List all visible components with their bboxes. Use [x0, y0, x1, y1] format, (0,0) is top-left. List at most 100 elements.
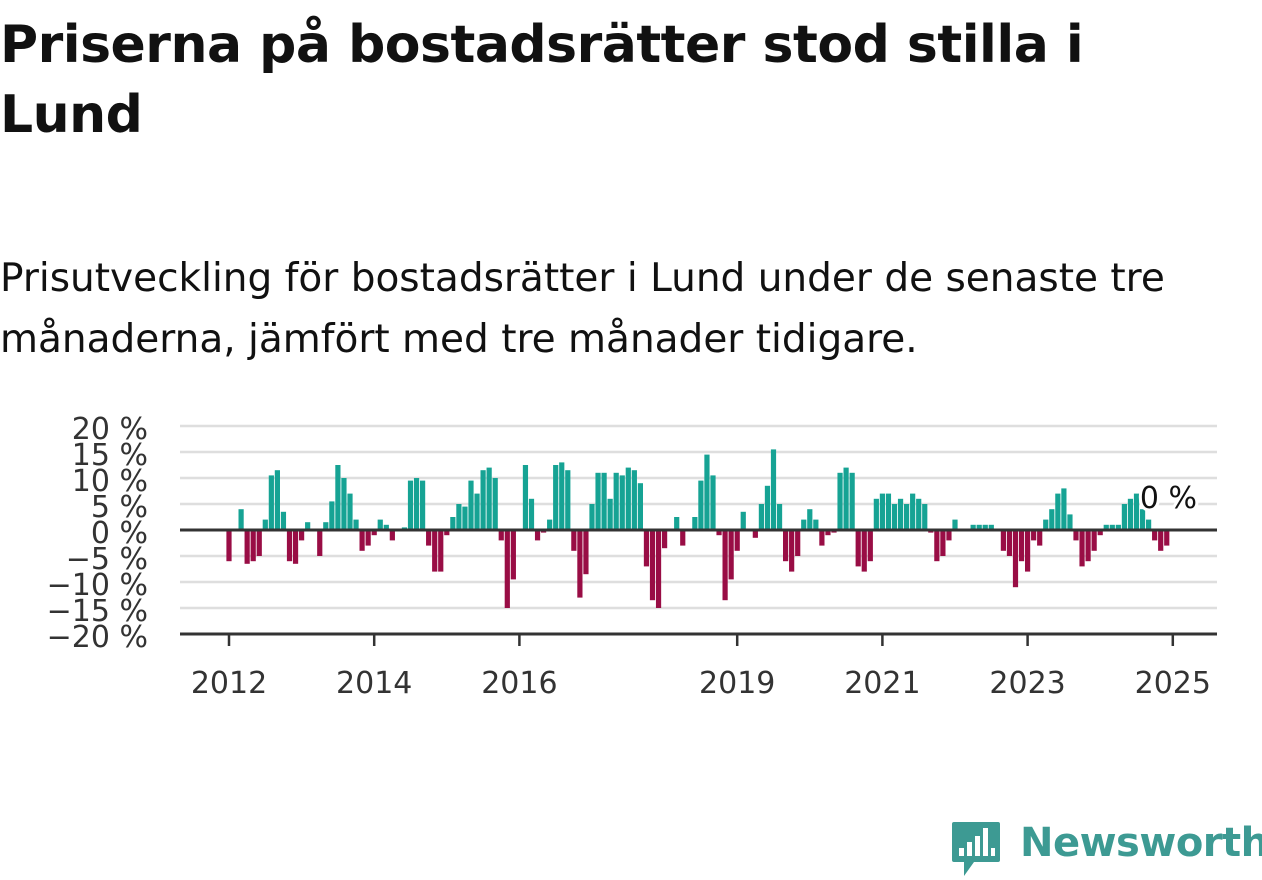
y-tick-label: −5 %	[66, 542, 148, 577]
bar	[728, 530, 734, 580]
bar	[770, 449, 777, 530]
bar	[522, 465, 529, 530]
bar	[577, 530, 583, 598]
bar	[607, 498, 613, 530]
bar	[1037, 530, 1043, 546]
bar	[534, 530, 541, 541]
bar	[819, 530, 825, 546]
bar	[1103, 524, 1109, 530]
bar	[1097, 530, 1103, 536]
bar	[553, 465, 559, 530]
y-axis-ticks: 20 %15 %10 %5 %0 %−5 %−10 %−15 %−20 %	[47, 412, 148, 655]
bar	[528, 498, 535, 530]
bar	[643, 530, 650, 567]
bar	[559, 462, 565, 530]
bar	[383, 524, 389, 530]
bar	[450, 517, 456, 530]
x-tick-label: 2023	[989, 666, 1065, 701]
newsworthy-logo: Newsworthy	[950, 818, 1262, 878]
bar	[1091, 530, 1097, 551]
last-value-label: 0 %	[1140, 481, 1197, 516]
bar	[389, 530, 395, 541]
bar	[1055, 493, 1061, 530]
x-tick-label: 2016	[481, 666, 557, 701]
bar	[716, 530, 722, 536]
bar	[329, 501, 335, 530]
bar	[365, 530, 371, 546]
bar	[867, 530, 873, 562]
bar	[795, 530, 801, 556]
bar	[897, 498, 904, 530]
bar	[776, 504, 783, 530]
bar	[238, 509, 244, 530]
bar	[807, 509, 813, 530]
bar	[1158, 530, 1164, 551]
y-tick-label: 10 %	[72, 464, 148, 499]
bar	[286, 530, 293, 562]
bar	[1146, 519, 1152, 530]
x-tick-label: 2012	[191, 666, 267, 701]
bar	[377, 519, 383, 530]
page-subtitle: Prisutveckling för bostadsrätter i Lund …	[0, 256, 1165, 362]
y-tick-label: 20 %	[72, 412, 148, 447]
y-tick-label: −10 %	[47, 568, 148, 603]
bar	[492, 478, 498, 530]
bar	[226, 530, 232, 562]
bar	[1006, 530, 1013, 556]
bar	[1049, 509, 1055, 530]
bar	[637, 483, 643, 530]
bar	[510, 530, 516, 580]
bar	[946, 530, 952, 541]
y-tick-label: −20 %	[47, 620, 148, 655]
bar	[595, 472, 601, 530]
bar	[952, 519, 958, 530]
x-tick-label: 2025	[1135, 666, 1211, 701]
bar	[1000, 530, 1006, 551]
bar	[734, 530, 740, 551]
bar	[885, 493, 892, 530]
x-axis-ticks: 2012 2014 2016 2019 2021 2023 2025	[191, 634, 1211, 701]
bar	[789, 530, 795, 572]
bar	[426, 530, 432, 546]
bar	[305, 522, 311, 530]
bar	[250, 530, 256, 562]
bar	[274, 470, 280, 530]
bar	[474, 493, 480, 530]
bar	[1115, 524, 1121, 530]
bar	[1139, 509, 1146, 530]
bar	[413, 478, 420, 530]
bar	[256, 530, 262, 556]
bar	[317, 530, 323, 556]
bar	[904, 504, 910, 530]
bar	[1121, 504, 1127, 530]
bar	[940, 530, 946, 556]
bar	[438, 530, 444, 572]
bar	[1109, 524, 1115, 530]
bar	[662, 530, 668, 549]
bar	[910, 493, 916, 530]
bar	[444, 530, 450, 536]
brand-name: Newsworthy	[1020, 820, 1262, 866]
y-tick-label: 0 %	[91, 516, 148, 551]
bar	[698, 480, 704, 530]
x-tick-label: 2021	[844, 666, 920, 701]
bar	[1012, 530, 1019, 588]
bar	[498, 530, 504, 541]
bar	[758, 504, 764, 530]
bar	[420, 480, 426, 530]
bar	[347, 493, 353, 530]
bar	[335, 465, 341, 530]
bar	[982, 524, 988, 530]
bar	[1043, 519, 1049, 530]
bar	[922, 504, 928, 530]
bar	[1133, 493, 1140, 530]
bar	[353, 519, 359, 530]
bar	[916, 498, 922, 530]
bar	[631, 470, 637, 530]
bar	[680, 530, 686, 546]
bar	[547, 519, 553, 530]
bar	[462, 506, 468, 530]
bar	[704, 454, 710, 530]
bar	[571, 530, 577, 551]
bar	[710, 475, 716, 530]
